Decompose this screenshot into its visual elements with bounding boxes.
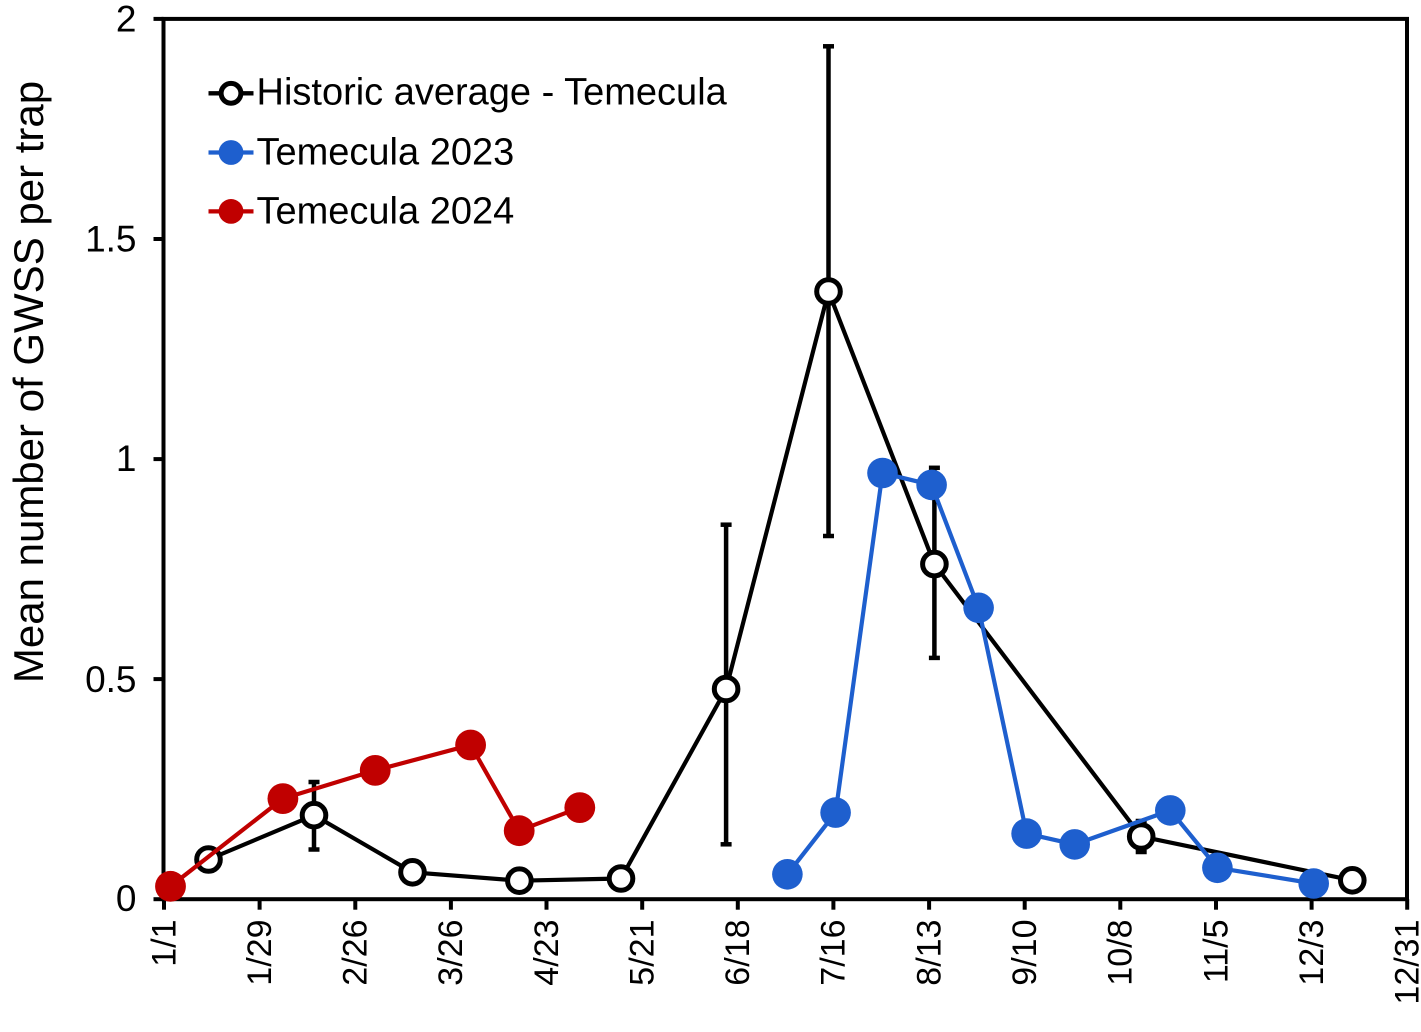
svg-text:1: 1 — [116, 438, 137, 479]
svg-text:11/5: 11/5 — [1197, 920, 1235, 984]
svg-text:1.5: 1.5 — [85, 219, 136, 260]
svg-text:12/31: 12/31 — [1389, 920, 1421, 1005]
svg-text:Mean number of GWSS per trap: Mean number of GWSS per trap — [5, 81, 52, 683]
svg-text:1/1: 1/1 — [145, 920, 183, 967]
svg-text:Temecula 2023: Temecula 2023 — [257, 132, 515, 174]
svg-text:4/23: 4/23 — [528, 920, 566, 986]
svg-text:2/26: 2/26 — [337, 920, 375, 986]
svg-text:2: 2 — [116, 0, 137, 40]
svg-text:12/3: 12/3 — [1293, 920, 1331, 986]
svg-text:8/13: 8/13 — [910, 920, 948, 986]
svg-text:10/8: 10/8 — [1102, 920, 1140, 986]
svg-text:5/21: 5/21 — [624, 920, 662, 986]
svg-text:0: 0 — [116, 878, 137, 919]
svg-text:0.5: 0.5 — [85, 659, 136, 700]
svg-text:Temecula 2024: Temecula 2024 — [257, 190, 515, 232]
svg-text:3/26: 3/26 — [432, 920, 470, 986]
svg-text:7/16: 7/16 — [815, 920, 853, 986]
svg-text:1/29: 1/29 — [241, 920, 279, 986]
svg-text:9/10: 9/10 — [1006, 920, 1044, 986]
svg-text:6/18: 6/18 — [719, 920, 757, 986]
svg-text:Historic average - Temecula: Historic average - Temecula — [257, 72, 728, 114]
